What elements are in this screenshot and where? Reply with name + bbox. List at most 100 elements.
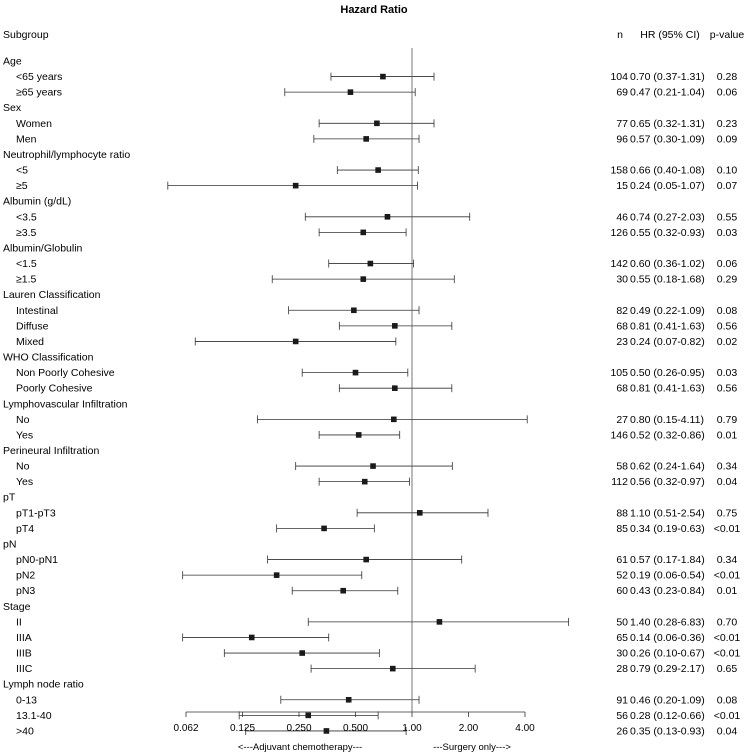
footer-favors-adjuvant: <---Adjuvant chemotherapy--- <box>238 742 362 753</box>
chart-title: Hazard Ratio <box>340 4 408 16</box>
p-value: 0.29 <box>717 274 738 286</box>
hr-point <box>361 478 368 485</box>
x-tick-label: 0.250 <box>286 723 311 734</box>
x-axis: 0.062 0.125 0.250 0.500 1.00 2.00 4.00 <box>173 48 535 734</box>
subgroup-label: ≥1.5 <box>16 274 37 286</box>
hr-ci-value: 0.65 (0.32-1.31) <box>630 118 705 130</box>
rows-layer: Age <65 years 104 0.70 (0.37-1.31) 0.28 ≥65 y… <box>3 56 740 738</box>
subgroup-row: >40 26 0.35 (0.13-0.93) 0.04 <box>16 725 737 737</box>
hr-point <box>367 260 374 267</box>
p-value: 0.03 <box>717 367 738 379</box>
hr-ci-value: 0.24 (0.07-0.82) <box>630 336 705 348</box>
hr-ci-value: 0.55 (0.32-0.93) <box>630 227 705 239</box>
hr-point <box>384 214 391 220</box>
subgroup-label: Intestinal <box>16 305 58 317</box>
hr-point <box>305 712 312 719</box>
subgroup-label: pN2 <box>16 570 35 582</box>
hr-ci-value: 0.57 (0.30-1.09) <box>630 133 705 145</box>
p-value: 0.02 <box>717 336 738 348</box>
subgroup-header-row: Neutrophil/lymphocyte ratio <box>3 149 130 161</box>
subgroup-label: Poorly Cohesive <box>16 383 93 395</box>
n-value: 142 <box>610 258 628 270</box>
n-value: 105 <box>610 367 628 379</box>
subgroup-row: Men 96 0.57 (0.30-1.09) 0.09 <box>16 133 737 145</box>
p-value: 0.08 <box>717 305 738 317</box>
subgroup-row: pN0-pN1 61 0.57 (0.17-1.84) 0.34 <box>16 554 737 566</box>
x-tick-label: 2.00 <box>459 723 479 734</box>
subgroup-label: <1.5 <box>16 258 37 270</box>
n-value: 112 <box>611 476 628 488</box>
hr-ci-value: 0.66 (0.40-1.08) <box>630 165 705 177</box>
hr-point <box>345 696 352 703</box>
p-value: 0.03 <box>717 227 738 239</box>
p-value: 0.34 <box>717 461 738 473</box>
hr-point <box>355 432 362 438</box>
subgroup-header-label: Perineural Infiltration <box>3 445 99 457</box>
p-value: <0.01 <box>714 523 741 535</box>
hr-ci-value: 0.56 (0.32-0.97) <box>630 476 705 488</box>
p-value: <0.01 <box>714 648 741 660</box>
hr-ci-value: 0.80 (0.15-4.11) <box>630 414 704 426</box>
subgroup-label: 13.1-40 <box>16 710 52 722</box>
p-value: 0.56 <box>717 320 738 332</box>
subgroup-row: <5 158 0.66 (0.40-1.08) 0.10 <box>16 165 737 177</box>
hr-point <box>340 587 347 594</box>
subgroup-header-row: Sex <box>3 102 22 114</box>
subgroup-label: pT4 <box>16 523 34 535</box>
n-value: 104 <box>610 71 628 83</box>
p-value: 0.04 <box>717 476 738 488</box>
hr-ci-value: 0.70 (0.37-1.31) <box>630 71 705 83</box>
subgroup-header-row: Albumin (g/dL) <box>3 196 71 208</box>
n-value: 61 <box>616 554 628 566</box>
n-value: 15 <box>616 180 628 192</box>
hr-point <box>375 167 381 173</box>
x-tick-label: 0.062 <box>173 723 198 734</box>
hr-ci-value: 0.34 (0.19-0.63) <box>630 523 705 535</box>
subgroup-header-label: pN <box>3 538 16 550</box>
p-value: <0.01 <box>714 570 741 582</box>
column-header-p-value: p-value <box>710 29 745 41</box>
subgroup-label: <65 years <box>16 71 62 83</box>
hr-point <box>299 650 305 656</box>
subgroup-label: 0-13 <box>16 694 37 706</box>
subgroup-header-row: Lauren Classification <box>3 289 101 301</box>
subgroup-label: ≥3.5 <box>16 227 37 239</box>
subgroup-row: Mixed 23 0.24 (0.07-0.82) 0.02 <box>16 336 737 348</box>
subgroup-row: Poorly Cohesive 68 0.81 (0.41-1.63) 0.56 <box>16 383 737 395</box>
hr-point <box>351 307 357 314</box>
subgroup-header-row: Age <box>3 56 22 68</box>
n-value: 82 <box>616 305 628 317</box>
subgroup-row: IIIB 30 0.26 (0.10-0.67) <0.01 <box>16 648 740 660</box>
hr-ci-value: 0.60 (0.36-1.02) <box>630 258 705 270</box>
hr-ci-value: 0.24 (0.05-1.07) <box>630 180 705 192</box>
hr-point <box>248 634 255 641</box>
p-value: 0.75 <box>717 507 738 519</box>
subgroup-row: pT4 85 0.34 (0.19-0.63) <0.01 <box>16 523 740 535</box>
subgroup-row: 13.1-40 56 0.28 (0.12-0.66) <0.01 <box>16 710 740 722</box>
hr-ci-value: 0.43 (0.23-0.84) <box>630 585 705 597</box>
p-value: 0.70 <box>717 616 738 628</box>
hr-point <box>352 369 359 376</box>
hr-point <box>363 556 369 563</box>
p-value: 0.55 <box>717 211 738 223</box>
subgroup-label: IIIB <box>16 648 32 660</box>
n-value: 58 <box>616 461 628 473</box>
footer-favors-surgery: ---Surgery only---> <box>433 742 511 753</box>
hr-ci-value: 0.74 (0.27-2.03) <box>630 211 705 223</box>
hr-point <box>360 276 367 282</box>
subgroup-row: Yes 112 0.56 (0.32-0.97) 0.04 <box>16 476 737 488</box>
n-value: 126 <box>610 227 628 239</box>
subgroup-header-row: WHO Classification <box>3 352 94 364</box>
subgroup-label: No <box>16 414 30 426</box>
column-header-hr: HR (95% CI) <box>640 29 700 41</box>
subgroup-row: IIIC 28 0.79 (0.29-2.17) 0.65 <box>16 663 737 675</box>
hr-point <box>292 182 299 189</box>
hr-point <box>392 385 398 391</box>
hr-point <box>416 510 423 516</box>
hr-point <box>360 229 367 236</box>
hr-ci-value: 0.50 (0.26-0.95) <box>630 367 705 379</box>
hr-ci-value: 0.52 (0.32-0.86) <box>630 429 705 441</box>
subgroup-header-label: Sex <box>3 102 22 114</box>
subgroup-row: pT1-pT3 88 1.10 (0.51-2.54) 0.75 <box>16 507 737 519</box>
